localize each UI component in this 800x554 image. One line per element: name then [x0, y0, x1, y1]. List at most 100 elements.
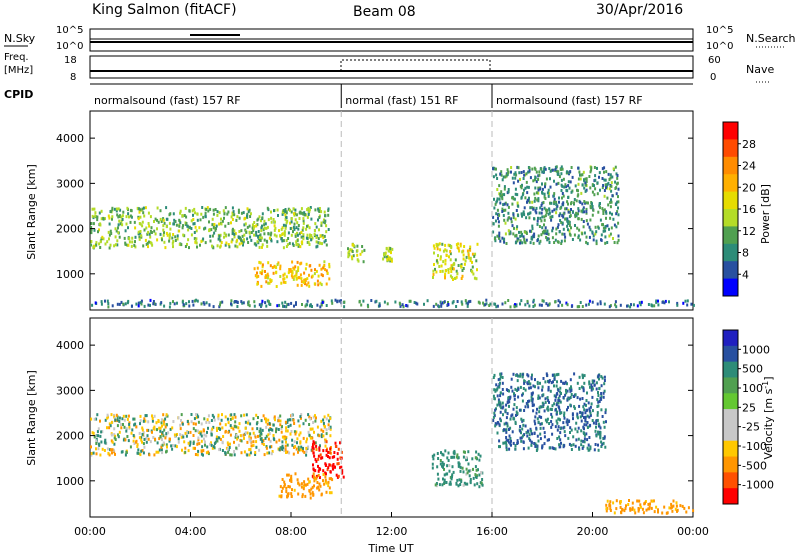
echo-cell [281, 232, 284, 236]
echo-cell [215, 224, 218, 228]
echo-cell [513, 197, 516, 201]
echo-cell [200, 450, 203, 453]
echo-cell [336, 462, 339, 466]
cpid-segment-label: normal (fast) 151 RF [345, 94, 458, 107]
echo-cell [293, 227, 296, 231]
echo-cell [686, 303, 689, 307]
echo-cell [131, 428, 134, 432]
echo-cell [611, 194, 614, 198]
echo-cell [241, 234, 244, 238]
echo-cell [605, 509, 608, 513]
echo-cell [620, 511, 623, 515]
echo-cell [140, 234, 143, 238]
echo-cell [297, 492, 300, 496]
echo-cell [173, 218, 176, 222]
echo-cell [269, 278, 272, 282]
echo-cell [603, 178, 606, 182]
echo-cell [91, 214, 94, 218]
echo-cell [451, 265, 454, 269]
echo-cell [520, 431, 522, 435]
echo-cell [442, 260, 445, 264]
echo-cell [294, 445, 297, 449]
echo-cell [558, 406, 561, 410]
echo-cell [289, 269, 292, 273]
echo-cell [329, 470, 332, 474]
echo-cell [382, 257, 385, 261]
echo-cell [509, 442, 512, 446]
echo-cell [126, 417, 129, 421]
echo-cell [636, 304, 639, 308]
echo-cell [574, 444, 577, 448]
echo-cell [591, 381, 594, 384]
echo-cell [570, 202, 572, 206]
echo-cell [278, 229, 280, 233]
echo-cell [523, 381, 526, 385]
echo-cell [456, 453, 459, 457]
echo-cell [257, 416, 259, 419]
echo-cell [458, 478, 461, 482]
echo-cell [116, 213, 119, 217]
echo-cell [534, 176, 537, 180]
echo-cell [99, 222, 102, 226]
echo-cell [325, 463, 328, 467]
echo-cell [562, 381, 565, 385]
echo-cell [245, 413, 248, 417]
echo-cell [492, 394, 495, 398]
echo-cell [290, 301, 293, 305]
echo-cell [235, 300, 238, 304]
echo-cell [488, 304, 491, 307]
echo-cell [605, 170, 608, 174]
echo-cell [92, 431, 95, 435]
echo-cell [575, 211, 578, 215]
echo-cell [247, 300, 250, 304]
echo-cell [254, 274, 257, 278]
echo-cell [508, 404, 510, 408]
echo-cell [600, 392, 603, 395]
echo-cell [501, 381, 504, 385]
echo-cell [109, 424, 112, 428]
echo-cell [362, 299, 365, 303]
echo-cell [95, 241, 98, 245]
echo-cell [499, 194, 502, 198]
velocity-cbar-label: Velocity [m s-1] [761, 376, 775, 459]
echo-cell [615, 507, 618, 511]
echo-cell [593, 184, 595, 188]
echo-cell [291, 275, 294, 279]
echo-cell [324, 444, 327, 448]
echo-cell [544, 400, 547, 404]
echo-cell [581, 376, 584, 380]
echo-cell [586, 391, 588, 395]
echo-cell [147, 240, 150, 244]
echo-cell [468, 474, 471, 478]
echo-cell [166, 217, 169, 221]
echo-cell [615, 305, 618, 309]
echo-cell [508, 400, 511, 404]
echo-cell [285, 221, 288, 225]
echo-cell [471, 260, 473, 264]
echo-cell [326, 271, 329, 275]
echo-cell [114, 418, 117, 422]
echo-cell [608, 187, 611, 191]
echo-cell [283, 304, 286, 308]
echo-cell [322, 434, 325, 438]
echo-cell [584, 201, 587, 205]
echo-cell [322, 469, 325, 473]
echo-cell [536, 417, 539, 421]
echo-cell [547, 237, 550, 241]
echo-cell [447, 459, 450, 462]
echo-cell [272, 218, 275, 221]
echo-cell [200, 239, 203, 243]
echo-cell [550, 412, 553, 416]
echo-cell [537, 386, 540, 390]
echo-cell [449, 482, 452, 486]
echo-cell [597, 430, 599, 434]
nsky-frame [89, 28, 694, 52]
echo-cell [316, 481, 319, 484]
echo-cell [583, 408, 586, 412]
echo-cell [551, 423, 554, 427]
echo-cell [463, 481, 466, 485]
echo-cell [513, 403, 516, 407]
echo-cell [194, 238, 197, 242]
echo-cell [603, 379, 606, 382]
echo-cell [534, 415, 537, 419]
